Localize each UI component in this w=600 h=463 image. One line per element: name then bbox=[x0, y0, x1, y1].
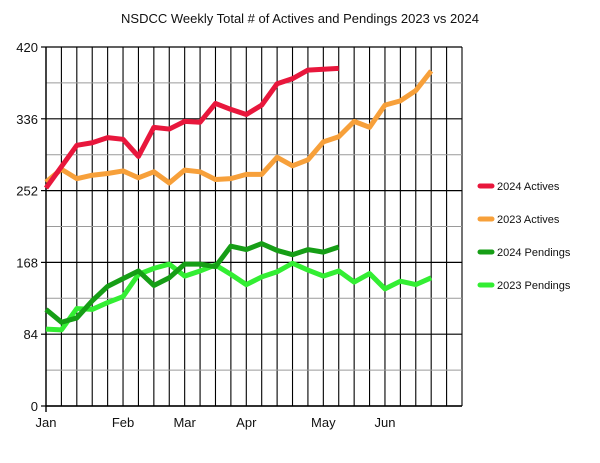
axes: 0 84 168 252 336 420 Jan Feb Mar Apr May Jun bbox=[16, 40, 462, 430]
y-tick-label: 0 bbox=[31, 399, 38, 414]
y-tick-label: 252 bbox=[16, 184, 38, 199]
x-tick-label: Apr bbox=[236, 415, 257, 430]
y-tick-label: 84 bbox=[24, 327, 38, 342]
legend: 2024 Actives 2023 Actives 2024 Pendings 202… bbox=[477, 181, 571, 292]
series-line-2024-pendings bbox=[44, 241, 340, 325]
y-tick-label: 420 bbox=[16, 40, 38, 55]
x-tick-label: Jun bbox=[374, 415, 395, 430]
x-tick-label: Jan bbox=[36, 415, 57, 430]
x-tick-label: Mar bbox=[173, 415, 196, 430]
series-line-2023-actives bbox=[44, 69, 434, 186]
series-lines bbox=[43, 65, 434, 333]
y-tick-label: 168 bbox=[16, 255, 38, 270]
legend-label: 2023 Actives bbox=[497, 214, 560, 226]
y-tick-label: 336 bbox=[16, 112, 38, 127]
series-line-2024-actives bbox=[43, 65, 339, 190]
x-tick-label: May bbox=[311, 415, 336, 430]
legend-label: 2024 Actives bbox=[497, 181, 560, 193]
chart-title: NSDCC Weekly Total # of Actives and Pend… bbox=[121, 11, 479, 26]
legend-label: 2023 Pendings bbox=[497, 280, 571, 292]
series-line-2023-pendings bbox=[45, 260, 433, 333]
x-tick-label: Feb bbox=[112, 415, 134, 430]
legend-label: 2024 Pendings bbox=[497, 247, 571, 259]
